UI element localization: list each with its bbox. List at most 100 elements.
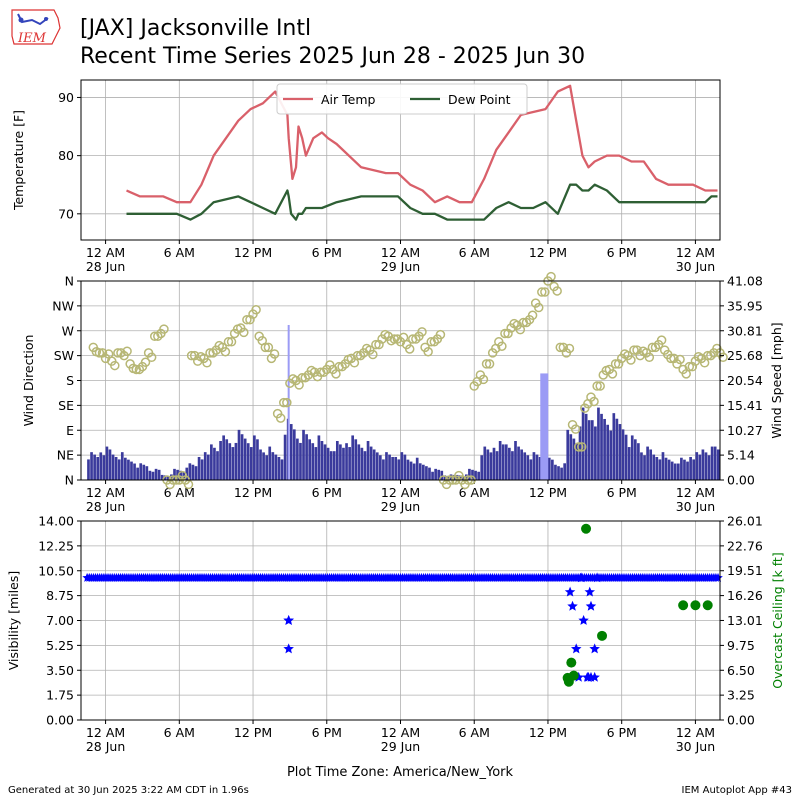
x-tick-label: 12 AM [381, 725, 420, 740]
wind-speed-bar [452, 474, 456, 480]
wind-speed-bar [422, 464, 425, 480]
wind-speed-bar [563, 463, 566, 480]
wind-speed-bar [400, 452, 404, 480]
wind-speed-bar [434, 468, 437, 480]
y2-tick-label: 30.81 [727, 323, 763, 338]
y2-tick-label: 0.00 [727, 713, 755, 728]
wind-speed-bar [480, 455, 484, 480]
wind-direction-point [629, 345, 639, 355]
wind-speed-bar [461, 475, 465, 480]
wind-speed-bar [627, 447, 631, 480]
wind-direction-point [411, 334, 421, 344]
wind-speed-bar [458, 475, 462, 480]
wind-speed-bar [311, 443, 315, 480]
wind-speed-bar [643, 455, 646, 480]
wind-direction-point [478, 374, 489, 385]
wind-direction-point [208, 348, 218, 358]
wind-speed-bar [348, 447, 351, 480]
visibility-point [575, 572, 587, 583]
series-line-air-temp [126, 84, 718, 204]
x-tick-sublabel: 29 Jun [381, 739, 420, 754]
wind-speed-bar [256, 439, 259, 480]
wind-direction-point [368, 349, 378, 360]
wind-speed-bar [323, 444, 327, 480]
series-line-dew-point [126, 183, 718, 221]
wind-speed-bar [320, 441, 324, 480]
x-tick-label: 12 PM [234, 725, 272, 740]
wind-speed-bar [637, 443, 640, 480]
wind-direction-point [573, 442, 584, 452]
wind-speed-bar [676, 463, 680, 480]
x-tick-label: 12 PM [234, 485, 272, 500]
wind-speed-bar [612, 413, 616, 480]
wind-direction-point [404, 344, 415, 354]
ceiling-point [581, 523, 592, 534]
y-axis-label-left: Visibility [miles] [6, 571, 21, 670]
wind-speed-bar [615, 418, 619, 480]
wind-direction-point [318, 367, 329, 377]
y-tick-label: SE [58, 398, 74, 413]
wind-speed-bar [93, 454, 96, 480]
wind-speed-bar [667, 459, 671, 480]
y-axis-label-left: Wind Direction [21, 335, 36, 427]
wind-speed-bar [594, 426, 597, 480]
wind-direction-point [626, 355, 636, 365]
wind-direction-point [220, 347, 231, 357]
wind-speed-bar [167, 475, 170, 480]
wind-direction-point [537, 287, 547, 297]
x-tick-label: 12 PM [529, 725, 567, 740]
y2-tick-label: 19.51 [727, 563, 763, 578]
wind-speed-bar [265, 455, 268, 480]
y-tick-label: 0.00 [46, 713, 74, 728]
wind-direction-point [242, 314, 252, 325]
x-tick-label: 12 AM [86, 245, 125, 260]
wind-speed-bar [575, 442, 579, 480]
wind-speed-bar [716, 449, 720, 480]
wind-speed-bar [547, 457, 551, 480]
y2-tick-label: 35.95 [727, 298, 763, 313]
wind-speed-bar [609, 430, 613, 480]
wind-speed-bar [701, 449, 705, 480]
wind-direction-point [355, 350, 366, 361]
wind-speed-bar [670, 461, 674, 480]
wind-speed-bar [495, 451, 499, 480]
wind-speed-bar [707, 455, 711, 480]
wind-speed-bar [661, 452, 665, 480]
wind-speed-bar [523, 452, 527, 480]
wind-speed-bar [351, 435, 355, 480]
wind-speed-bar [655, 456, 659, 480]
app-label: IEM Autoplot App #43 [681, 785, 792, 796]
wind-speed-bar [713, 446, 717, 480]
wind-speed-bar [443, 475, 447, 480]
y-tick-label: 1.75 [46, 688, 74, 703]
wind-direction-point [718, 352, 728, 363]
wind-gust-bar [540, 373, 549, 480]
wind-speed-bar [646, 446, 649, 480]
x-tick-sublabel: 30 Jun [676, 739, 715, 754]
wind-speed-bar [418, 463, 422, 480]
y-tick-label: 90 [58, 90, 74, 105]
wind-speed-bar [354, 439, 358, 480]
ceiling-point [702, 600, 713, 611]
wind-speed-bar [698, 454, 702, 480]
x-tick-sublabel: 30 Jun [676, 499, 715, 514]
chart-title-station: [JAX] Jacksonville Intl [80, 16, 312, 41]
wind-speed-bar [686, 461, 689, 480]
plot-frame [80, 79, 721, 241]
wind-direction-point [607, 369, 618, 379]
wind-speed-bar [428, 467, 431, 480]
wind-speed-bar [394, 456, 398, 480]
wind-speed-bar [246, 443, 250, 480]
wind-speed-bar [640, 452, 643, 480]
wind-speed-bar [210, 444, 213, 480]
wind-speed-bar [406, 459, 410, 480]
wind-speed-bar [557, 466, 560, 480]
wind-direction-point [656, 335, 667, 345]
wind-speed-bar [274, 454, 278, 480]
ceiling-point [597, 630, 608, 641]
generated-note: Generated at 30 Jun 2025 3:22 AM CDT in … [8, 785, 249, 796]
wind-direction-point [497, 341, 507, 351]
chart-title-range: Recent Time Series 2025 Jun 28 - 2025 Ju… [80, 44, 586, 69]
